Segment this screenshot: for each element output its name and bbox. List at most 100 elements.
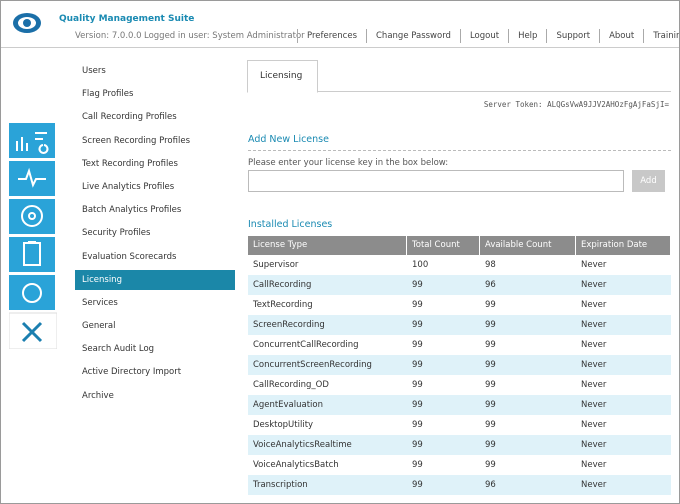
nav-link[interactable]: Training [643, 29, 679, 43]
table-cell: 99 [485, 440, 496, 450]
nav-link[interactable]: Support [546, 29, 599, 43]
table-cell: 99 [412, 320, 423, 330]
table-cell: VoiceAnalyticsRealtime [253, 440, 352, 450]
table-cell: 99 [412, 400, 423, 410]
menu-item[interactable]: Batch Analytics Profiles [82, 205, 182, 216]
table-cell: ConcurrentCallRecording [253, 340, 359, 350]
table-cell: 96 [485, 480, 496, 490]
table-row: DesktopUtility 99 99 Never [248, 415, 671, 435]
table-cell: Supervisor [253, 260, 299, 270]
module-icons [8, 123, 58, 350]
section-title: Installed Licenses [248, 219, 333, 230]
menu-item[interactable]: Active Directory Import [82, 367, 182, 378]
table-cell: Never [581, 440, 607, 450]
icon-bar [8, 123, 58, 350]
table-cell: 99 [412, 460, 423, 470]
app-title: Quality Management Suite [59, 14, 195, 24]
menu-item[interactable]: Security Profiles [82, 228, 151, 239]
table-row: Transcription 99 96 Never [248, 475, 671, 495]
license-input[interactable] [248, 170, 624, 192]
table-row: Supervisor 100 98 Never [248, 255, 671, 275]
table-cell: 99 [412, 420, 423, 430]
column-header: Total Count [407, 236, 480, 255]
table-cell: 99 [412, 380, 423, 390]
table-cell: 99 [412, 280, 423, 290]
table-cell: 99 [412, 300, 423, 310]
menu-item[interactable]: General [82, 321, 116, 332]
menu-item[interactable]: Flag Profiles [82, 89, 134, 100]
table-cell: Never [581, 420, 607, 430]
table-cell: 98 [485, 260, 496, 270]
add-button[interactable]: Add [632, 170, 665, 192]
logged-in: Logged in user: System Administrator [144, 31, 305, 41]
server-token: Server Token: ALQGsVwA9JJV2AHOzFgAjFaSjI… [483, 100, 669, 109]
table-cell: Never [581, 260, 607, 270]
column-header: Expiration Date [576, 236, 671, 255]
table-cell: 99 [485, 300, 496, 310]
nav-link[interactable]: Logout [459, 29, 508, 43]
table-row: CallRecording 99 96 Never [248, 275, 671, 295]
table-cell: Never [581, 320, 607, 330]
menu-item[interactable]: Text Recording Profiles [82, 158, 178, 169]
nav-link[interactable]: Help [508, 29, 546, 43]
header-divider [1, 47, 679, 48]
table-row: CallRecording_OD 99 99 Never [248, 375, 671, 395]
table-cell: 100 [412, 260, 429, 270]
menu-item-active[interactable]: Licensing [75, 269, 235, 290]
table-cell: Never [581, 480, 607, 490]
prompt: Please enter your license key in the box… [248, 158, 449, 168]
menu-item[interactable]: Evaluation Scorecards [82, 251, 177, 262]
table-cell: Transcription [253, 480, 308, 490]
table-row: ConcurrentScreenRecording 99 99 Never [248, 355, 671, 375]
table-cell: 99 [412, 360, 423, 370]
menu-item[interactable]: Users [82, 66, 106, 76]
nav-link[interactable]: Change Password [366, 29, 460, 43]
column-header: Available Count [480, 236, 576, 255]
table-cell: Never [581, 300, 607, 310]
table-cell: CallRecording_OD [253, 380, 329, 390]
menu-item[interactable]: Call Recording Profiles [82, 112, 177, 123]
table-cell: 99 [485, 320, 496, 330]
table-cell: 99 [412, 480, 423, 490]
table-cell: ConcurrentScreenRecording [253, 360, 372, 370]
table-row: TextRecording 99 99 Never [248, 295, 671, 315]
table-cell: ScreenRecording [253, 320, 325, 330]
table-cell: 99 [485, 340, 496, 350]
table-cell: Never [581, 380, 607, 390]
table-cell: Never [581, 360, 607, 370]
tab-label: Licensing [260, 71, 303, 81]
table-row: AgentEvaluation 99 99 Never [248, 395, 671, 415]
menu-item[interactable]: Archive [82, 390, 114, 401]
table-cell: 99 [485, 360, 496, 370]
menu-item[interactable]: Screen Recording Profiles [82, 135, 190, 146]
table-cell: 99 [485, 400, 496, 410]
table-cell: TextRecording [253, 300, 313, 310]
menu-item[interactable]: Search Audit Log [82, 344, 155, 355]
table-row: VoiceAnalyticsRealtime 99 99 Never [248, 435, 671, 455]
table-cell: Never [581, 340, 607, 350]
license-table: License Type Total Count Available Count Ex… [248, 236, 671, 495]
table-header: License Type Total Count Available Count Ex… [248, 236, 671, 255]
table-cell: Never [581, 460, 607, 470]
menu-item[interactable]: Live Analytics Profiles [82, 181, 175, 192]
table-cell: 96 [485, 280, 496, 290]
tab-line [247, 91, 671, 92]
table-cell: DesktopUtility [253, 420, 314, 430]
logo [13, 13, 41, 33]
column-header: License Type [248, 236, 407, 255]
table-cell: 99 [412, 440, 423, 450]
table-cell: 99 [485, 460, 496, 470]
section-divider [248, 150, 671, 151]
tab[interactable]: Licensing [247, 60, 318, 93]
menu-item[interactable]: Services [82, 297, 118, 308]
table-row: ScreenRecording 99 99 Never [248, 315, 671, 335]
settings-menu: Users Flag Profiles Call Recording Profile… [75, 61, 235, 409]
nav-link[interactable]: Preferences [297, 29, 366, 43]
table-row: VoiceAnalyticsBatch 99 99 Never [248, 455, 671, 475]
table-cell: 99 [485, 380, 496, 390]
table-cell: CallRecording [253, 280, 312, 290]
nav-link[interactable]: About [599, 29, 643, 43]
table-cell: AgentEvaluation [253, 400, 324, 410]
version: Version: 7.0.0.0 [75, 31, 142, 41]
